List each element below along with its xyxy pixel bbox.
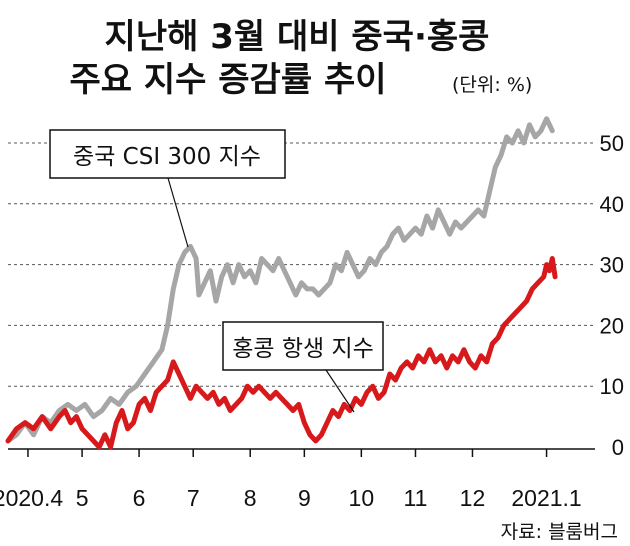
grid (8, 142, 595, 450)
unit-label: (단위: %) (452, 74, 532, 96)
x-tick-label: 12 (460, 485, 486, 511)
callout-hsi-label: 홍콩 항생 지수 (232, 336, 374, 362)
x-tick-label: 6 (133, 485, 146, 511)
y-tick-label: 10 (600, 374, 624, 399)
series-line-csi300 (5, 116, 555, 444)
x-tick-label: 11 (404, 485, 428, 511)
callout-hsi-leader (325, 369, 355, 413)
y-tick-label: 50 (600, 131, 624, 156)
x-tick-label: 2021.1 (511, 485, 581, 511)
series-group (5, 116, 558, 450)
y-tick-label: 0 (612, 435, 624, 460)
callout-hsi-box (222, 321, 384, 371)
y-tick-label: 40 (600, 192, 624, 217)
x-tick-label: 2020.4 (0, 485, 63, 511)
source-label: 자료: 블룸버그 (501, 521, 618, 543)
callout-csi-box (49, 129, 286, 179)
y-tick-label: 20 (600, 313, 624, 338)
series-line-hang-seng (5, 256, 558, 450)
callout-hsi: 홍콩 항생 지수 (222, 321, 384, 413)
x-tick-label: 10 (349, 485, 375, 511)
x-tick-label: 7 (187, 485, 200, 511)
x-tick-label: 8 (244, 485, 257, 511)
x-tick-label: 5 (76, 485, 89, 511)
callout-csi: 중국 CSI 300 지수 (49, 129, 286, 248)
chart-title-line2: 주요 지수 증감률 추이 (69, 60, 386, 100)
chart-title-line1: 지난해 3월 대비 중국·홍콩 (105, 17, 490, 57)
x-axis: 2020.4 5 6 7 8 9 10 11 12 2021.1 (0, 449, 582, 511)
x-tick-label: 9 (298, 485, 311, 511)
y-tick-label: 30 (600, 253, 624, 278)
y-axis: 0 10 20 30 40 50 (600, 131, 624, 460)
callout-csi-label: 중국 CSI 300 지수 (73, 144, 261, 170)
callout-csi-leader (167, 177, 189, 248)
